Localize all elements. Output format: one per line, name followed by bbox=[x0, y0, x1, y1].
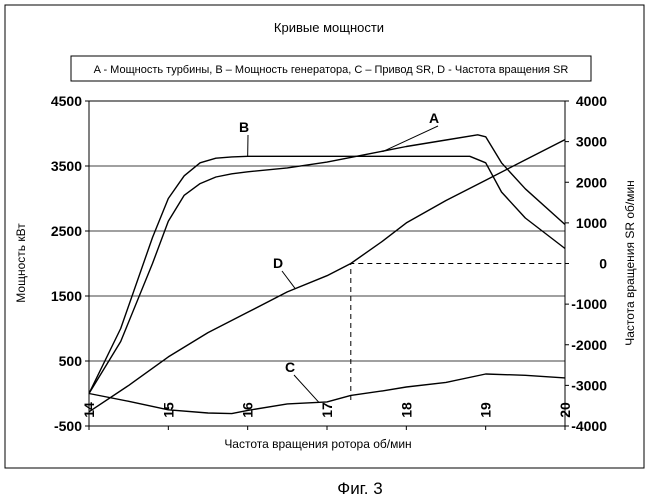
y-left-tick-label: 3500 bbox=[51, 158, 82, 174]
x-tick-label: 17 bbox=[319, 402, 335, 418]
y-right-tick-label: -4000 bbox=[571, 418, 607, 434]
series-letter-b: B bbox=[239, 119, 249, 135]
series-layer bbox=[89, 135, 565, 414]
x-tick-label: 19 bbox=[478, 402, 494, 418]
series-letter-leader bbox=[282, 271, 295, 289]
y-left-axis-title: Мощность кВт bbox=[14, 223, 28, 303]
x-tick-label: 20 bbox=[557, 402, 573, 418]
y-left-tick-label: 1500 bbox=[51, 288, 82, 304]
x-tick-label: 15 bbox=[160, 402, 176, 418]
x-tick-label: 16 bbox=[240, 402, 256, 418]
right-axis-ticks: 4000 3000 2000 1000 0 -1000 -2000 -3000 -4000 bbox=[565, 93, 607, 434]
y-right-axis-title: Частота вращения SR об/мин bbox=[623, 180, 637, 346]
y-right-tick-label: -3000 bbox=[571, 377, 607, 393]
x-tick-label: 18 bbox=[398, 402, 414, 418]
y-right-tick-label: -2000 bbox=[571, 337, 607, 353]
x-axis-title: Частота вращения ротора об/мин bbox=[224, 437, 411, 451]
y-right-tick-label: 2000 bbox=[576, 174, 607, 190]
y-right-tick-label: 4000 bbox=[576, 93, 607, 109]
chart-title: Кривые мощности bbox=[274, 20, 384, 35]
series-letter-c: C bbox=[285, 359, 295, 375]
figure-caption: Фиг. 3 bbox=[337, 479, 382, 498]
y-right-tick-label: 1000 bbox=[576, 215, 607, 231]
series-line-b bbox=[89, 156, 565, 393]
series-letters: A B C D bbox=[239, 110, 439, 403]
series-letter-d: D bbox=[273, 255, 283, 271]
legend-text: A - Мощность турбины, B – Мощность генер… bbox=[94, 64, 569, 76]
x-tick-label: 14 bbox=[81, 402, 97, 418]
y-right-tick-label: 3000 bbox=[576, 134, 607, 150]
y-left-tick-label: 4500 bbox=[51, 93, 82, 109]
series-line-d bbox=[89, 140, 565, 412]
y-left-tick-label: 2500 bbox=[51, 223, 82, 239]
series-letter-leader bbox=[294, 375, 319, 403]
y-right-tick-label: -1000 bbox=[571, 296, 607, 312]
y-left-tick-label: -500 bbox=[54, 418, 82, 434]
series-line-a bbox=[89, 135, 565, 394]
left-axis-ticks: 4500 3500 2500 1500 500 -500 bbox=[51, 93, 89, 434]
legend: A - Мощность турбины, B – Мощность генер… bbox=[71, 56, 591, 81]
y-left-tick-label: 500 bbox=[59, 353, 83, 369]
y-right-tick-label: 0 bbox=[599, 256, 607, 272]
series-letter-a: A bbox=[429, 110, 439, 126]
series-letter-leader bbox=[383, 126, 438, 152]
